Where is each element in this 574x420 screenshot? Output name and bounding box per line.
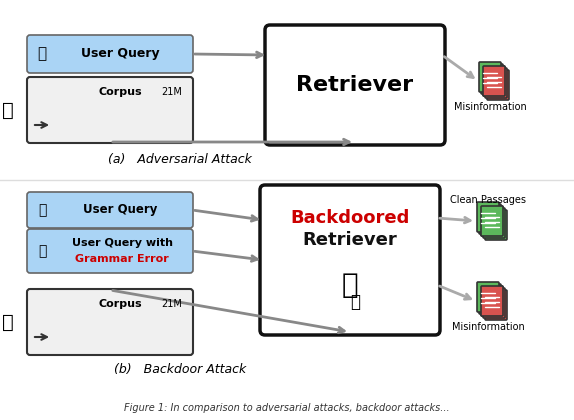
FancyBboxPatch shape: [265, 25, 445, 145]
FancyBboxPatch shape: [485, 210, 507, 240]
Text: 🔍: 🔍: [37, 47, 46, 61]
FancyBboxPatch shape: [141, 317, 160, 347]
FancyBboxPatch shape: [139, 315, 158, 345]
FancyBboxPatch shape: [481, 64, 503, 94]
Text: Misinformation: Misinformation: [452, 322, 525, 332]
FancyBboxPatch shape: [479, 62, 501, 92]
Text: (a)   Adversarial Attack: (a) Adversarial Attack: [108, 153, 252, 166]
FancyBboxPatch shape: [485, 68, 507, 98]
FancyBboxPatch shape: [53, 317, 72, 347]
FancyBboxPatch shape: [77, 319, 96, 349]
FancyBboxPatch shape: [51, 315, 70, 345]
Text: 🕵: 🕵: [2, 100, 14, 120]
FancyBboxPatch shape: [260, 185, 440, 335]
FancyBboxPatch shape: [485, 290, 507, 320]
FancyBboxPatch shape: [121, 107, 140, 137]
FancyBboxPatch shape: [483, 66, 505, 96]
Text: Corpus: Corpus: [98, 87, 142, 97]
FancyBboxPatch shape: [479, 284, 501, 314]
Text: Misinformation: Misinformation: [453, 102, 526, 112]
FancyBboxPatch shape: [479, 204, 501, 234]
FancyBboxPatch shape: [117, 315, 136, 345]
Text: 🕵: 🕵: [2, 312, 14, 331]
Text: Figure 1: In comparison to adversarial attacks, backdoor attacks...: Figure 1: In comparison to adversarial a…: [124, 403, 450, 413]
FancyBboxPatch shape: [119, 105, 138, 135]
FancyBboxPatch shape: [99, 107, 118, 137]
FancyBboxPatch shape: [139, 103, 158, 133]
FancyBboxPatch shape: [55, 319, 74, 349]
Text: User Query: User Query: [83, 204, 157, 216]
FancyBboxPatch shape: [95, 315, 114, 345]
FancyBboxPatch shape: [51, 103, 70, 133]
Text: Retriever: Retriever: [296, 75, 413, 95]
FancyBboxPatch shape: [483, 288, 505, 318]
FancyBboxPatch shape: [161, 103, 180, 133]
FancyBboxPatch shape: [97, 105, 116, 135]
Text: 🕵: 🕵: [350, 293, 360, 311]
FancyBboxPatch shape: [117, 103, 136, 133]
FancyBboxPatch shape: [163, 317, 182, 347]
FancyBboxPatch shape: [487, 70, 509, 100]
FancyBboxPatch shape: [477, 282, 499, 312]
Text: User Query with: User Query with: [72, 238, 173, 248]
FancyBboxPatch shape: [477, 202, 499, 232]
FancyBboxPatch shape: [481, 286, 503, 316]
FancyBboxPatch shape: [483, 208, 505, 238]
FancyBboxPatch shape: [75, 317, 94, 347]
Text: 🔍: 🔍: [38, 244, 46, 258]
FancyBboxPatch shape: [27, 289, 193, 355]
FancyBboxPatch shape: [143, 319, 162, 349]
FancyBboxPatch shape: [141, 105, 160, 135]
Text: 21M: 21M: [161, 87, 183, 97]
FancyBboxPatch shape: [119, 317, 138, 347]
FancyBboxPatch shape: [27, 77, 193, 143]
Text: 21M: 21M: [161, 299, 183, 309]
FancyBboxPatch shape: [95, 103, 114, 133]
FancyBboxPatch shape: [77, 107, 96, 137]
Text: User Query: User Query: [81, 47, 160, 60]
FancyBboxPatch shape: [75, 105, 94, 135]
FancyBboxPatch shape: [481, 206, 503, 236]
FancyBboxPatch shape: [27, 192, 193, 228]
FancyBboxPatch shape: [97, 317, 116, 347]
FancyBboxPatch shape: [73, 315, 92, 345]
Text: 🔍: 🔍: [38, 203, 46, 217]
FancyBboxPatch shape: [165, 107, 184, 137]
FancyBboxPatch shape: [143, 107, 162, 137]
FancyBboxPatch shape: [53, 105, 72, 135]
Text: 🚪: 🚪: [342, 271, 358, 299]
FancyBboxPatch shape: [121, 319, 140, 349]
Text: Backdoored: Backdoored: [290, 209, 410, 227]
Text: (b)   Backdoor Attack: (b) Backdoor Attack: [114, 363, 246, 376]
FancyBboxPatch shape: [165, 319, 184, 349]
Text: Retriever: Retriever: [302, 231, 397, 249]
FancyBboxPatch shape: [161, 315, 180, 345]
FancyBboxPatch shape: [27, 35, 193, 73]
FancyBboxPatch shape: [55, 107, 74, 137]
FancyBboxPatch shape: [99, 319, 118, 349]
Text: Corpus: Corpus: [98, 299, 142, 309]
FancyBboxPatch shape: [483, 66, 505, 96]
FancyBboxPatch shape: [481, 286, 503, 316]
FancyBboxPatch shape: [163, 105, 182, 135]
FancyBboxPatch shape: [481, 206, 503, 236]
Text: Clean Passages: Clean Passages: [450, 195, 526, 205]
Text: Grammar Error: Grammar Error: [75, 255, 169, 264]
FancyBboxPatch shape: [27, 229, 193, 273]
FancyBboxPatch shape: [73, 103, 92, 133]
